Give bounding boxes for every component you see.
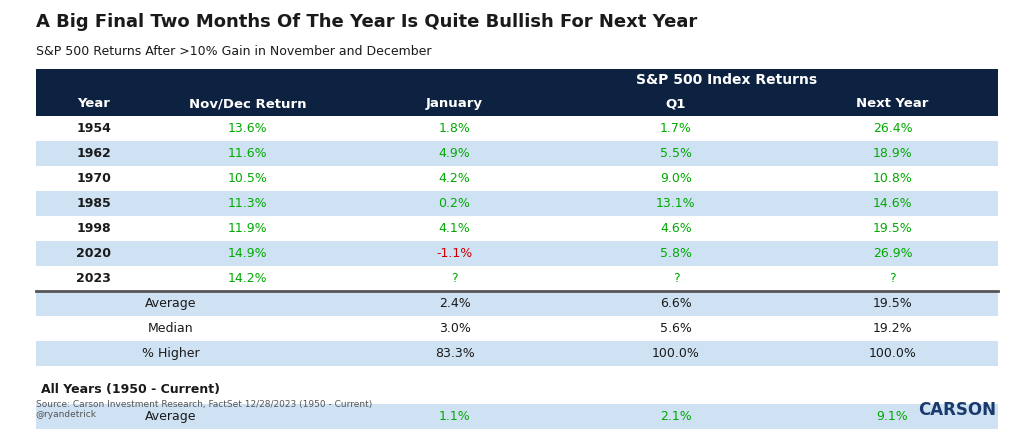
Text: 10.8%: 10.8% — [872, 172, 912, 185]
Text: All Years (1950 - Current): All Years (1950 - Current) — [41, 383, 220, 396]
FancyBboxPatch shape — [36, 316, 998, 341]
Text: % Higher: % Higher — [141, 347, 200, 359]
Text: 4.2%: 4.2% — [438, 172, 470, 185]
Text: 1.8%: 1.8% — [438, 122, 470, 135]
FancyBboxPatch shape — [36, 141, 998, 166]
Text: ?: ? — [889, 272, 896, 285]
FancyBboxPatch shape — [36, 429, 998, 430]
FancyBboxPatch shape — [36, 341, 998, 366]
Text: 5.6%: 5.6% — [660, 322, 692, 335]
Text: 26.9%: 26.9% — [872, 247, 912, 260]
Text: 19.5%: 19.5% — [872, 297, 912, 310]
Text: 18.9%: 18.9% — [872, 147, 912, 160]
Text: Next Year: Next Year — [856, 97, 929, 110]
Text: 2020: 2020 — [76, 247, 111, 260]
FancyBboxPatch shape — [36, 191, 998, 216]
Text: 100.0%: 100.0% — [652, 347, 699, 359]
Text: 1954: 1954 — [76, 122, 111, 135]
Text: 3.0%: 3.0% — [438, 322, 470, 335]
Text: 4.1%: 4.1% — [438, 222, 470, 235]
Text: 11.3%: 11.3% — [227, 197, 267, 210]
Text: Average: Average — [144, 410, 197, 423]
FancyBboxPatch shape — [36, 69, 998, 91]
Text: 11.9%: 11.9% — [227, 222, 267, 235]
Text: ?: ? — [673, 272, 679, 285]
Text: 19.5%: 19.5% — [872, 222, 912, 235]
Text: 9.0%: 9.0% — [660, 172, 692, 185]
Text: S&P 500 Returns After >10% Gain in November and December: S&P 500 Returns After >10% Gain in Novem… — [36, 45, 431, 58]
Text: Source: Carson Investment Research, FactSet 12/28/2023 (1950 - Current)
@ryandet: Source: Carson Investment Research, Fact… — [36, 400, 372, 419]
Text: Median: Median — [147, 322, 194, 335]
Text: 0.2%: 0.2% — [438, 197, 470, 210]
FancyBboxPatch shape — [36, 216, 998, 241]
Text: 2023: 2023 — [76, 272, 111, 285]
Text: 9.1%: 9.1% — [877, 410, 908, 423]
Text: 6.6%: 6.6% — [660, 297, 692, 310]
Text: 5.5%: 5.5% — [659, 147, 692, 160]
Text: ?: ? — [452, 272, 458, 285]
Text: 1998: 1998 — [76, 222, 111, 235]
Text: Q1: Q1 — [666, 97, 686, 110]
Text: 1.1%: 1.1% — [438, 410, 470, 423]
Text: -1.1%: -1.1% — [436, 247, 473, 260]
Text: 4.6%: 4.6% — [660, 222, 692, 235]
Text: 10.5%: 10.5% — [227, 172, 267, 185]
Text: 100.0%: 100.0% — [868, 347, 916, 359]
Text: Year: Year — [77, 97, 110, 110]
Text: 26.4%: 26.4% — [872, 122, 912, 135]
Text: 14.2%: 14.2% — [227, 272, 267, 285]
Text: 13.1%: 13.1% — [656, 197, 695, 210]
FancyBboxPatch shape — [36, 166, 998, 191]
FancyBboxPatch shape — [36, 91, 998, 116]
Text: 4.9%: 4.9% — [438, 147, 470, 160]
Text: 1962: 1962 — [76, 147, 111, 160]
Text: 2.4%: 2.4% — [438, 297, 470, 310]
Text: CARSON: CARSON — [919, 401, 996, 419]
Text: 2.1%: 2.1% — [660, 410, 692, 423]
Text: 13.6%: 13.6% — [227, 122, 267, 135]
FancyBboxPatch shape — [36, 291, 998, 316]
Text: Average: Average — [144, 297, 197, 310]
Text: 83.3%: 83.3% — [434, 347, 474, 359]
Text: S&P 500 Index Returns: S&P 500 Index Returns — [636, 73, 817, 87]
Text: 14.6%: 14.6% — [872, 197, 912, 210]
FancyBboxPatch shape — [36, 241, 998, 266]
Text: January: January — [426, 97, 483, 110]
Text: 1970: 1970 — [76, 172, 111, 185]
Text: Nov/Dec Return: Nov/Dec Return — [188, 97, 306, 110]
FancyBboxPatch shape — [36, 404, 998, 429]
FancyBboxPatch shape — [36, 266, 998, 291]
Text: 19.2%: 19.2% — [872, 322, 912, 335]
Text: A Big Final Two Months Of The Year Is Quite Bullish For Next Year: A Big Final Two Months Of The Year Is Qu… — [36, 13, 697, 31]
Text: 11.6%: 11.6% — [227, 147, 267, 160]
FancyBboxPatch shape — [36, 116, 998, 141]
Text: 5.8%: 5.8% — [659, 247, 692, 260]
Text: 1985: 1985 — [76, 197, 111, 210]
Text: 1.7%: 1.7% — [660, 122, 692, 135]
Text: 14.9%: 14.9% — [227, 247, 267, 260]
